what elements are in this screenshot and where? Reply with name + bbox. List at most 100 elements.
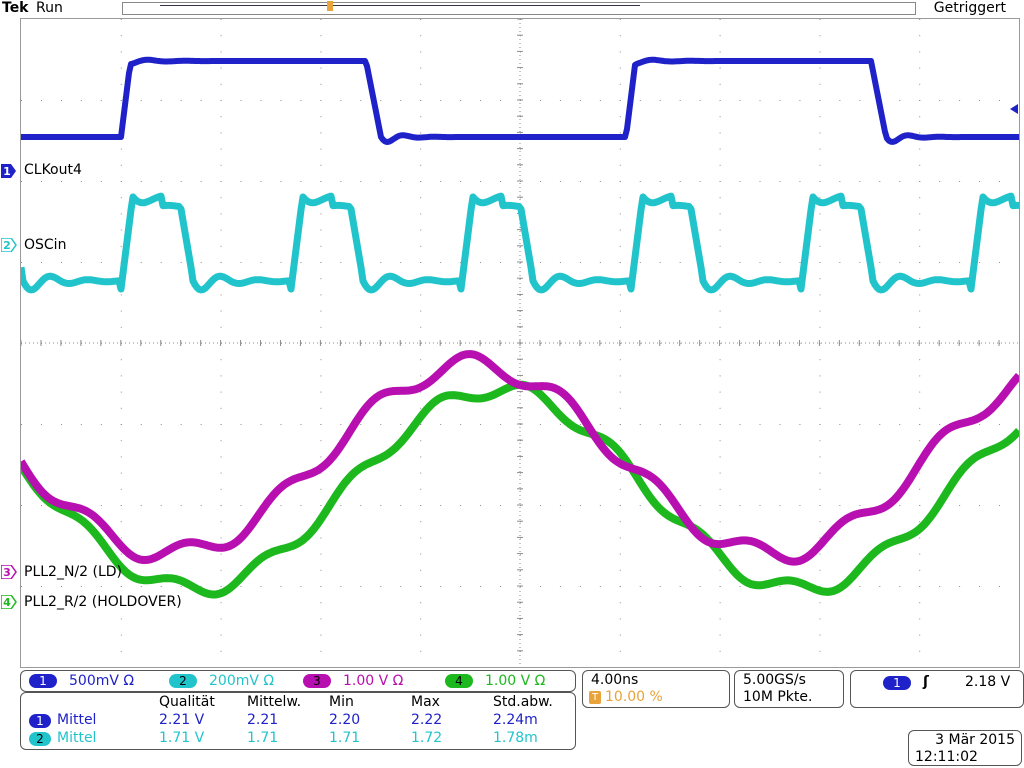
ch3-scale[interactable]: 1.00 V Ω bbox=[343, 673, 404, 689]
grid-dot bbox=[420, 440, 422, 442]
grid-dot bbox=[380, 262, 382, 263]
grid-dot bbox=[300, 586, 302, 587]
grid-dot bbox=[260, 586, 262, 587]
ch4-badge: 4 bbox=[445, 674, 473, 688]
acquisition-panel[interactable]: 5.00GS/s 10M Pkte. bbox=[734, 670, 844, 708]
grid-dot bbox=[320, 83, 322, 85]
grid-dot bbox=[120, 488, 122, 490]
grid-dot bbox=[420, 650, 422, 652]
ch3-marker[interactable]: 3 bbox=[0, 564, 17, 580]
grid-dot bbox=[420, 618, 422, 620]
grid-dot bbox=[819, 326, 821, 328]
grid-dot bbox=[719, 407, 721, 409]
grid-dot bbox=[979, 181, 981, 182]
grid-dot bbox=[639, 262, 641, 263]
grid-dot bbox=[400, 424, 402, 425]
grid-dot bbox=[819, 456, 821, 458]
grid-dot bbox=[619, 148, 621, 150]
grid-dot bbox=[160, 181, 162, 182]
grid-dot bbox=[220, 116, 222, 118]
grid-dot bbox=[220, 359, 222, 361]
grid-dot bbox=[400, 181, 402, 182]
grid-dot bbox=[40, 505, 42, 506]
meas-header-3: Max bbox=[411, 694, 440, 710]
grid-dot bbox=[380, 100, 382, 101]
grid-dot bbox=[719, 83, 721, 85]
grid-dot bbox=[639, 100, 641, 101]
grid-dot bbox=[879, 181, 881, 182]
grid-dot bbox=[619, 634, 621, 636]
ch4-marker[interactable]: 4 bbox=[0, 594, 17, 610]
grid-dot bbox=[220, 19, 222, 20]
grid-dot bbox=[719, 148, 721, 150]
waveform-traces bbox=[21, 56, 1019, 599]
grid-dot bbox=[280, 181, 282, 182]
grid-dot bbox=[440, 262, 442, 263]
grid-dot bbox=[420, 100, 422, 101]
grid-dot bbox=[919, 586, 921, 587]
grid-dot bbox=[480, 100, 482, 101]
trace-ch1 bbox=[21, 56, 1019, 145]
grid-dot bbox=[120, 391, 122, 393]
grid-dot bbox=[919, 100, 921, 101]
grid-dot bbox=[619, 116, 621, 118]
grid-dot bbox=[320, 67, 322, 69]
ch1-marker[interactable]: 1 bbox=[1, 164, 16, 178]
meas-row-1-type: Mittel bbox=[57, 730, 97, 746]
waveform-display[interactable] bbox=[20, 18, 1020, 668]
grid-dot bbox=[619, 229, 621, 231]
ch2-marker[interactable]: 2 bbox=[0, 237, 17, 253]
meas-row-1-value-4: 1.78m bbox=[493, 730, 538, 746]
grid-dot bbox=[699, 586, 701, 587]
grid-dot bbox=[140, 424, 142, 425]
grid-dot bbox=[779, 100, 781, 101]
grid-dot bbox=[839, 505, 841, 506]
grid-dot bbox=[579, 586, 581, 587]
grid-dot bbox=[100, 262, 102, 263]
horizontal-settings-panel[interactable]: 4.00ns T 10.00 % bbox=[582, 670, 730, 708]
grid-dot bbox=[220, 488, 222, 490]
grid-dot bbox=[619, 100, 621, 101]
trigger-panel[interactable]: 1 ʃ 2.18 V bbox=[850, 670, 1024, 708]
grid-dot bbox=[919, 634, 921, 636]
grid-dot bbox=[420, 164, 422, 166]
grid-dot bbox=[899, 424, 901, 425]
grid-dot bbox=[180, 181, 182, 182]
grid-dot bbox=[819, 521, 821, 523]
grid-dot bbox=[420, 245, 422, 247]
grid-dot bbox=[400, 586, 402, 587]
grid-dot bbox=[719, 116, 721, 118]
grid-dot bbox=[819, 634, 821, 636]
grid-dot bbox=[739, 424, 741, 425]
grid-dot bbox=[819, 586, 821, 587]
grid-dot bbox=[819, 407, 821, 409]
grid-dot bbox=[320, 19, 322, 20]
ch1-scale[interactable]: 500mV Ω bbox=[69, 673, 135, 689]
grid-dot bbox=[579, 100, 581, 101]
grid-dot bbox=[440, 424, 442, 425]
ch2-scale[interactable]: 200mV Ω bbox=[209, 673, 275, 689]
trace-ch2 bbox=[21, 192, 1019, 294]
grid-dot bbox=[320, 569, 322, 571]
grid-dot bbox=[619, 440, 621, 442]
grid-dot bbox=[719, 634, 721, 636]
grid-dot bbox=[859, 505, 861, 506]
measurements-panel[interactable]: Qualität Mittelw. Min Max Std.abw. 1 Mittel 2.… bbox=[20, 692, 576, 750]
grid-dot bbox=[619, 83, 621, 85]
grid-dot bbox=[120, 602, 122, 604]
grid-dot bbox=[559, 424, 561, 425]
grid-dot bbox=[500, 424, 502, 425]
grid-dot bbox=[799, 262, 801, 263]
ch4-scale[interactable]: 1.00 V Ω bbox=[485, 673, 546, 689]
grid-dot bbox=[819, 245, 821, 247]
vertical-settings-panel[interactable]: 1 500mV Ω 2 200mV Ω 3 1.00 V Ω 4 1.00 V … bbox=[20, 670, 576, 692]
grid-dot bbox=[819, 618, 821, 620]
record-position-marker[interactable] bbox=[327, 1, 333, 11]
grid-dot bbox=[220, 67, 222, 69]
grid-dot bbox=[200, 100, 202, 101]
grid-dot bbox=[919, 229, 921, 231]
grid-dot bbox=[719, 326, 721, 328]
grid-dot bbox=[420, 51, 422, 53]
grid-dot bbox=[320, 505, 322, 506]
grid-dot bbox=[539, 262, 541, 263]
